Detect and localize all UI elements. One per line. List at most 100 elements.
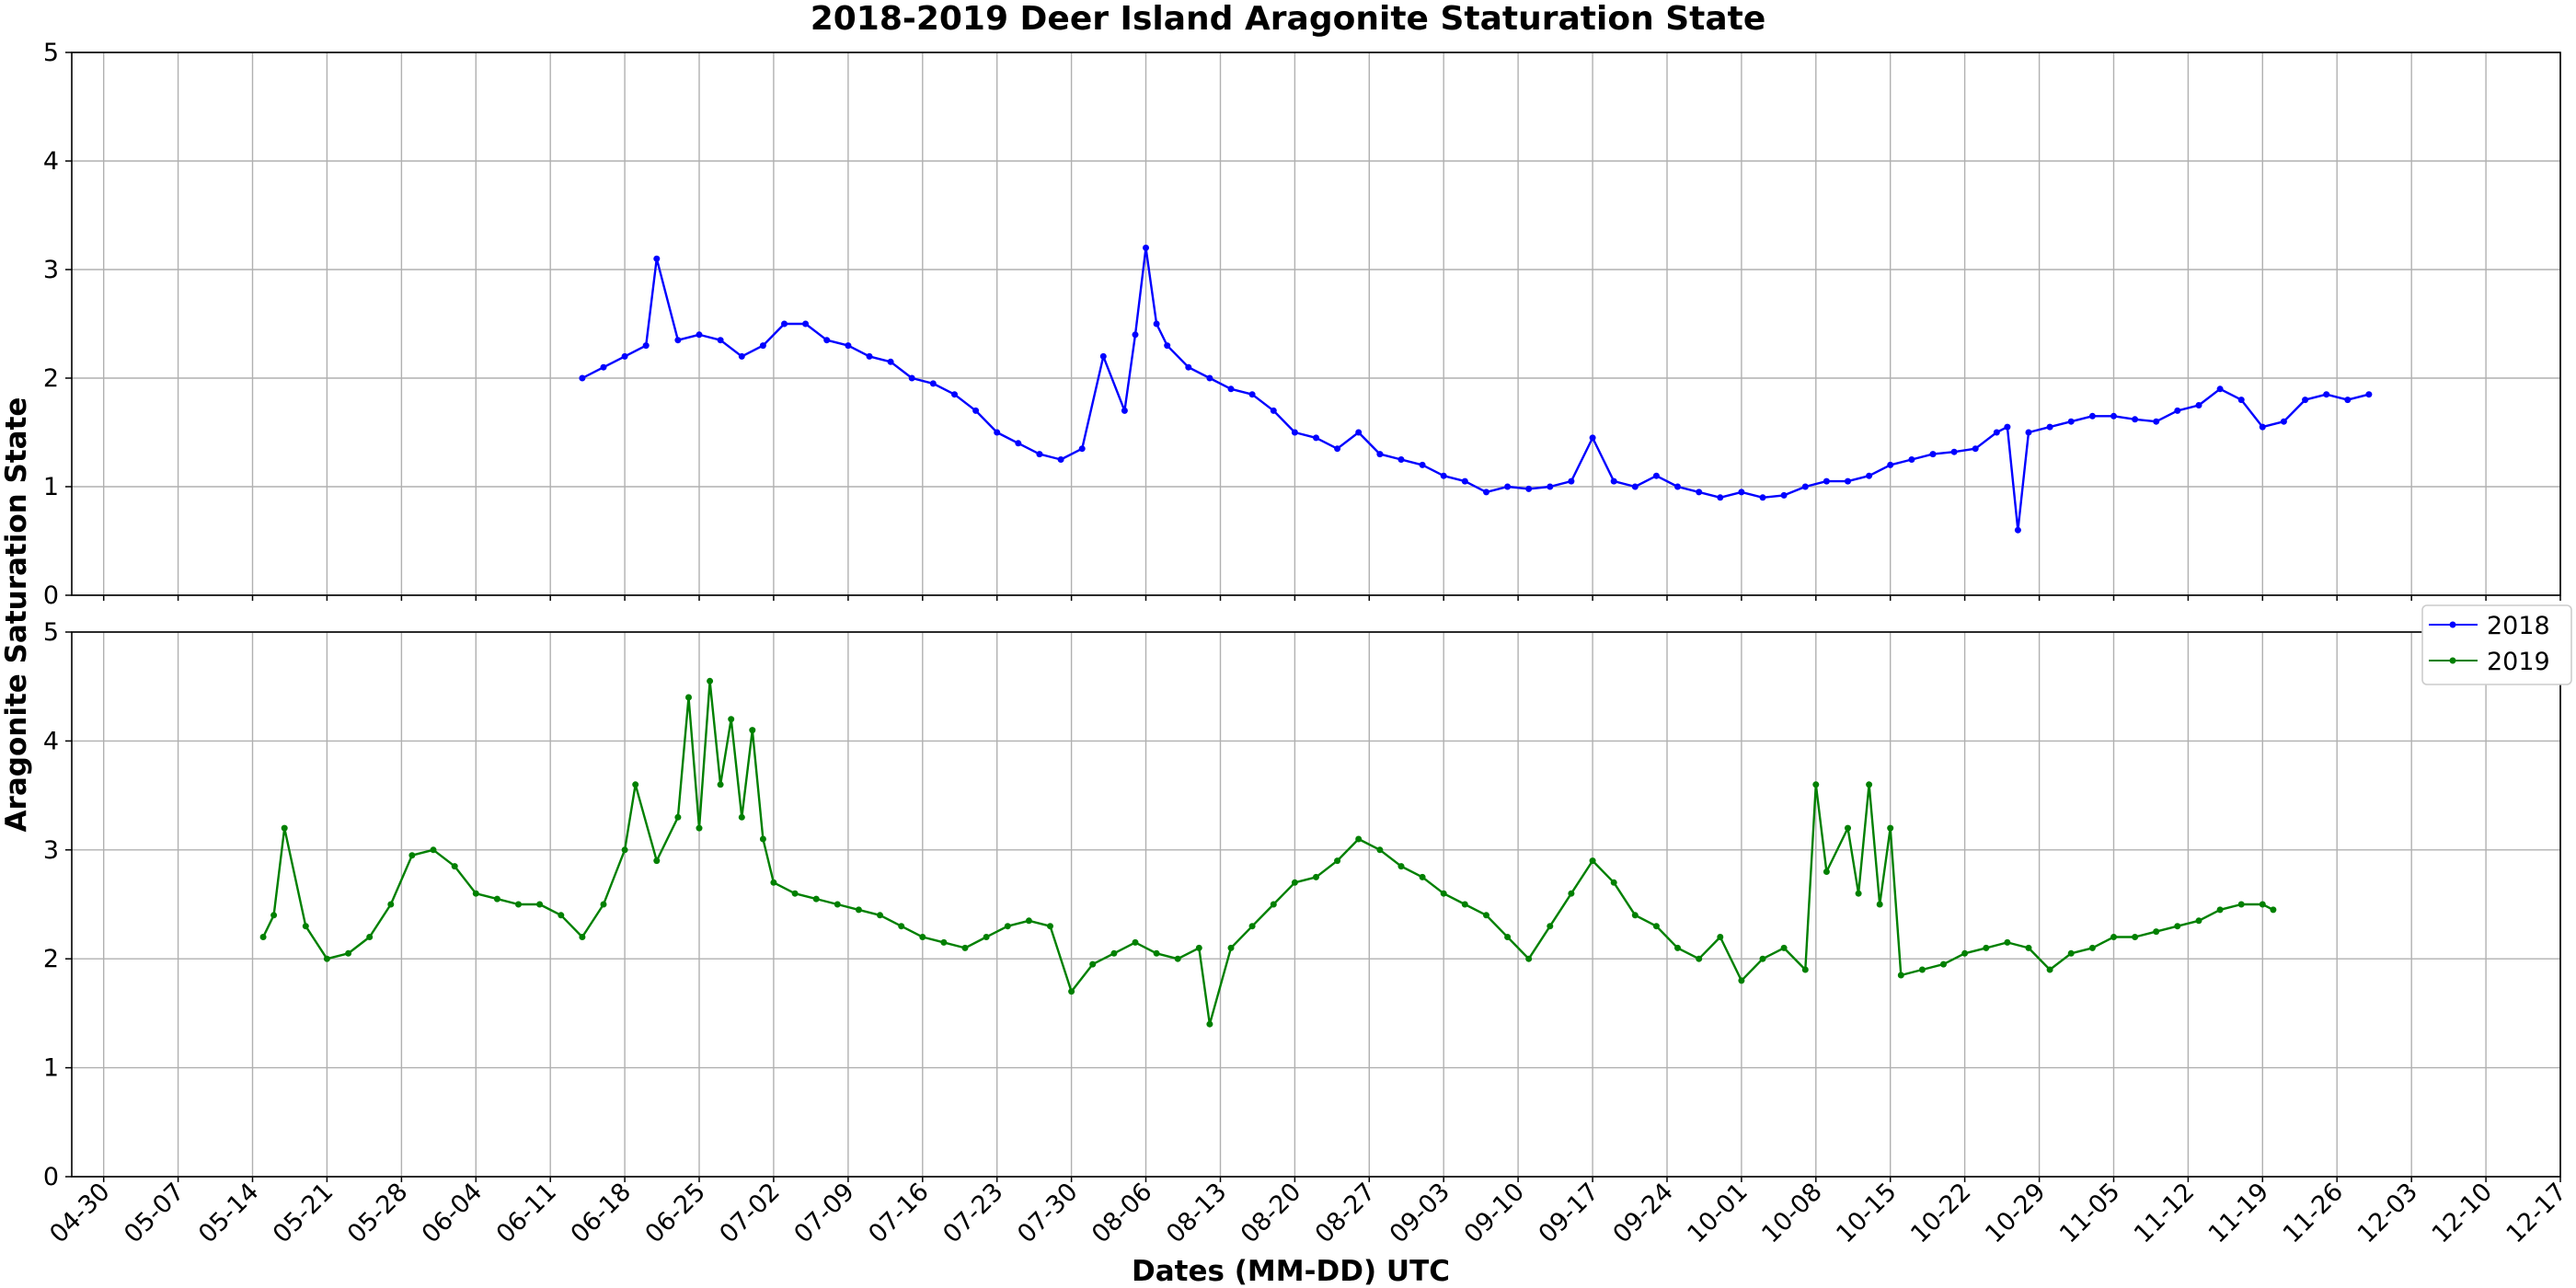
- data-point-2018: [2216, 385, 2224, 393]
- data-point-2019: [323, 955, 330, 962]
- data-point-2019: [2046, 966, 2053, 973]
- data-point-2019: [1504, 934, 1512, 940]
- data-point-2018: [1801, 483, 1809, 490]
- x-axis-label: Dates (MM-DD) UTC: [1132, 1255, 1450, 1288]
- data-point-2018: [1132, 331, 1139, 339]
- series-layer-2018: [579, 244, 2373, 534]
- grid-2018: [72, 52, 2561, 601]
- x-tick-label: 11-19: [2203, 1178, 2274, 1248]
- data-point-2019: [1132, 938, 1139, 946]
- data-point-2018: [2067, 418, 2075, 425]
- data-point-2019: [1610, 879, 1617, 886]
- x-tick-label: 06-25: [640, 1178, 711, 1248]
- x-tick-label: 10-15: [1831, 1178, 1902, 1248]
- data-point-2019: [1918, 966, 1926, 973]
- data-point-2019: [717, 781, 724, 788]
- x-tick-label: 09-10: [1459, 1178, 1530, 1248]
- data-point-2019: [259, 934, 267, 940]
- data-point-2018: [1313, 434, 1319, 442]
- x-tick-label: 06-11: [491, 1178, 562, 1248]
- x-tick-label: 11-26: [2278, 1178, 2349, 1248]
- data-point-2018: [674, 337, 682, 344]
- data-point-2018: [1823, 477, 1830, 485]
- x-tick-label: 07-02: [714, 1178, 785, 1248]
- data-point-2019: [1738, 977, 1745, 984]
- data-point-2018: [1908, 456, 1915, 463]
- x-tick-label: 08-06: [1087, 1178, 1157, 1248]
- legend: 2018 2019: [2421, 604, 2572, 685]
- data-point-2019: [759, 835, 766, 843]
- data-point-2019: [1780, 944, 1788, 951]
- y-tick-label: 1: [43, 473, 59, 501]
- data-point-2019: [1876, 901, 1883, 908]
- data-point-2019: [1068, 988, 1075, 995]
- data-point-2019: [408, 852, 416, 859]
- data-point-2018: [717, 337, 724, 344]
- x-tick-label: 11-12: [2129, 1178, 2200, 1248]
- data-point-2018: [845, 342, 852, 350]
- data-point-2019: [1845, 824, 1851, 832]
- data-point-2019: [898, 923, 905, 930]
- data-point-2018: [823, 337, 831, 344]
- data-point-2019: [2270, 906, 2277, 914]
- data-point-2018: [1078, 445, 1086, 453]
- y-tick-label: 5: [43, 618, 59, 647]
- data-point-2018: [866, 352, 873, 360]
- data-point-2019: [1195, 944, 1202, 951]
- series-line-2019: [262, 680, 2274, 1026]
- data-point-2019: [558, 912, 565, 919]
- data-point-2019: [281, 824, 288, 832]
- data-point-2018: [1738, 489, 1745, 496]
- data-point-2019: [770, 879, 777, 886]
- data-point-2018: [2014, 526, 2021, 534]
- data-point-2019: [2132, 934, 2139, 940]
- data-point-2018: [2132, 416, 2139, 423]
- x-tick-label: 12-10: [2427, 1178, 2498, 1248]
- data-point-2019: [791, 890, 799, 897]
- data-point-2019: [685, 694, 692, 701]
- data-point-2019: [2067, 949, 2075, 957]
- data-point-2018: [1504, 483, 1512, 490]
- y-tick-label: 0: [43, 1163, 59, 1191]
- data-point-2018: [1631, 483, 1639, 490]
- data-point-2019: [1887, 824, 1894, 832]
- data-point-2018: [1950, 448, 1958, 455]
- data-point-2018: [2153, 418, 2160, 425]
- data-point-2019: [2110, 934, 2117, 940]
- x-tick-label: 06-18: [566, 1178, 637, 1248]
- data-point-2019: [1652, 923, 1660, 930]
- legend-label-2019: 2019: [2487, 648, 2550, 676]
- data-point-2019: [1812, 781, 1820, 788]
- y-tick-label: 1: [43, 1054, 59, 1083]
- data-point-2018: [1674, 483, 1681, 490]
- data-point-2018: [1568, 477, 1575, 485]
- data-point-2018: [1525, 485, 1533, 492]
- data-point-2018: [1929, 451, 1937, 458]
- data-point-2018: [2025, 429, 2032, 436]
- data-point-2019: [1940, 960, 1947, 968]
- data-point-2018: [2280, 418, 2287, 425]
- data-point-2018: [1227, 385, 1235, 393]
- y-tick-label: 2: [43, 945, 59, 973]
- y-axis-label: Aragonite Saturation State: [0, 397, 33, 833]
- data-point-2019: [345, 949, 352, 957]
- data-point-2019: [493, 895, 500, 903]
- data-point-2018: [2237, 397, 2245, 404]
- x-tick-label: 07-23: [937, 1178, 1008, 1248]
- data-point-2018: [1291, 429, 1298, 436]
- data-point-2018: [1153, 320, 1160, 328]
- data-point-2019: [1355, 835, 1363, 843]
- x-tick-label: 07-30: [1012, 1178, 1083, 1248]
- data-point-2019: [919, 934, 926, 940]
- x-tick-label: 05-07: [119, 1178, 190, 1248]
- data-point-2019: [1419, 873, 1426, 880]
- data-point-2019: [834, 901, 841, 908]
- data-point-2019: [1089, 960, 1097, 968]
- data-point-2018: [2046, 423, 2053, 431]
- data-point-2019: [855, 906, 862, 914]
- plot-frame-2018: [71, 52, 2561, 596]
- x-ticks: 04-30 05-07 05-14 05-21 05-28 06-04 06-11 06-18…: [44, 1178, 2572, 1248]
- data-point-2019: [653, 857, 661, 865]
- y-tick-label: 2: [43, 364, 59, 393]
- grid-2019: [72, 631, 2561, 1182]
